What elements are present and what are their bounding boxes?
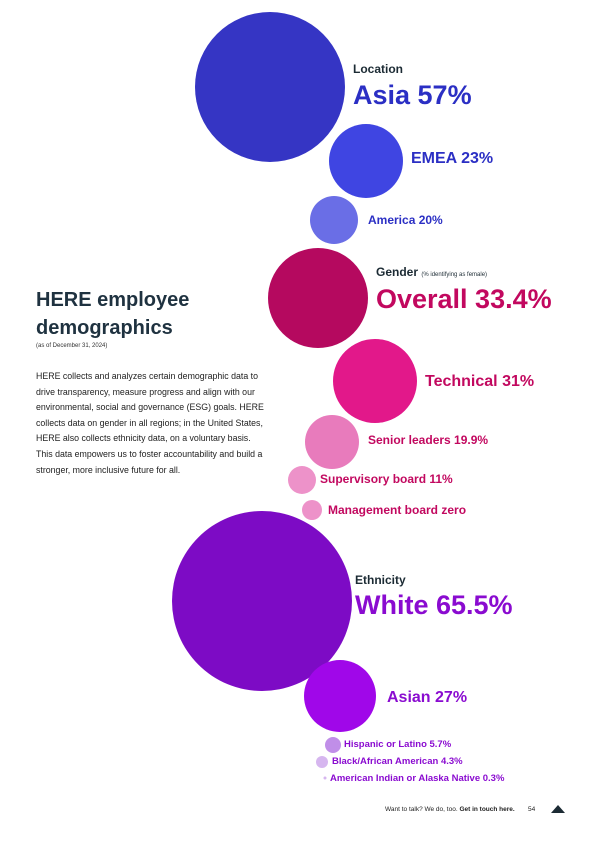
gender-note: (% identifying as female) — [421, 272, 488, 278]
america-label: America 20% — [368, 213, 443, 227]
intro-paragraph: HERE collects and analyzes certain demog… — [36, 371, 264, 475]
footer-text: Want to talk? We do, too. Get in touch h… — [385, 806, 515, 813]
as-of-date: (as of December 31, 2024) — [36, 343, 108, 349]
hispanic-label: Hispanic or Latino 5.7% — [344, 739, 452, 750]
management-board-label: Management board zero — [328, 503, 467, 517]
asian-label: Asian 27% — [387, 689, 468, 706]
black-african-american-bubble — [316, 756, 328, 768]
senior-leaders-label: Senior leaders 19.9% — [368, 433, 489, 447]
white-bubble — [172, 511, 352, 691]
footer-prompt: Want to talk? We do, too. — [385, 806, 458, 813]
supervisory-board-bubble — [288, 466, 316, 494]
page-title: HERE employee demographics — [36, 289, 190, 339]
back-to-top-icon[interactable] — [550, 804, 566, 814]
american-indian-label: American Indian or Alaska Native 0.3% — [330, 773, 505, 784]
white-label: White 65.5% — [355, 590, 513, 620]
management-board-bubble — [302, 500, 322, 520]
asian-bubble — [304, 660, 376, 732]
asia-label: Asia 57% — [353, 80, 472, 110]
emea-label: EMEA 23% — [411, 150, 494, 167]
gender-heading: Gender (% identifying as female) — [376, 266, 487, 278]
page-number: 54 — [528, 806, 536, 813]
america-bubble — [310, 196, 358, 244]
contact-link[interactable]: Get in touch here. — [459, 806, 515, 813]
ethnicity-heading: Ethnicity — [355, 573, 406, 587]
supervisory-board-label: Supervisory board 11% — [320, 472, 453, 486]
senior-leaders-bubble — [305, 415, 359, 469]
overall-label: Overall 33.4% — [376, 284, 552, 314]
asia-bubble — [195, 12, 345, 162]
overall-bubble — [268, 248, 368, 348]
hispanic-bubble — [325, 737, 341, 753]
black-african-american-label: Black/African American 4.3% — [332, 756, 463, 767]
location-heading: Location — [353, 62, 403, 76]
gender-heading-text: Gender — [376, 265, 419, 279]
technical-label: Technical 31% — [425, 373, 535, 390]
technical-bubble — [333, 339, 417, 423]
american-indian-bubble — [323, 776, 327, 780]
emea-bubble — [329, 124, 403, 198]
